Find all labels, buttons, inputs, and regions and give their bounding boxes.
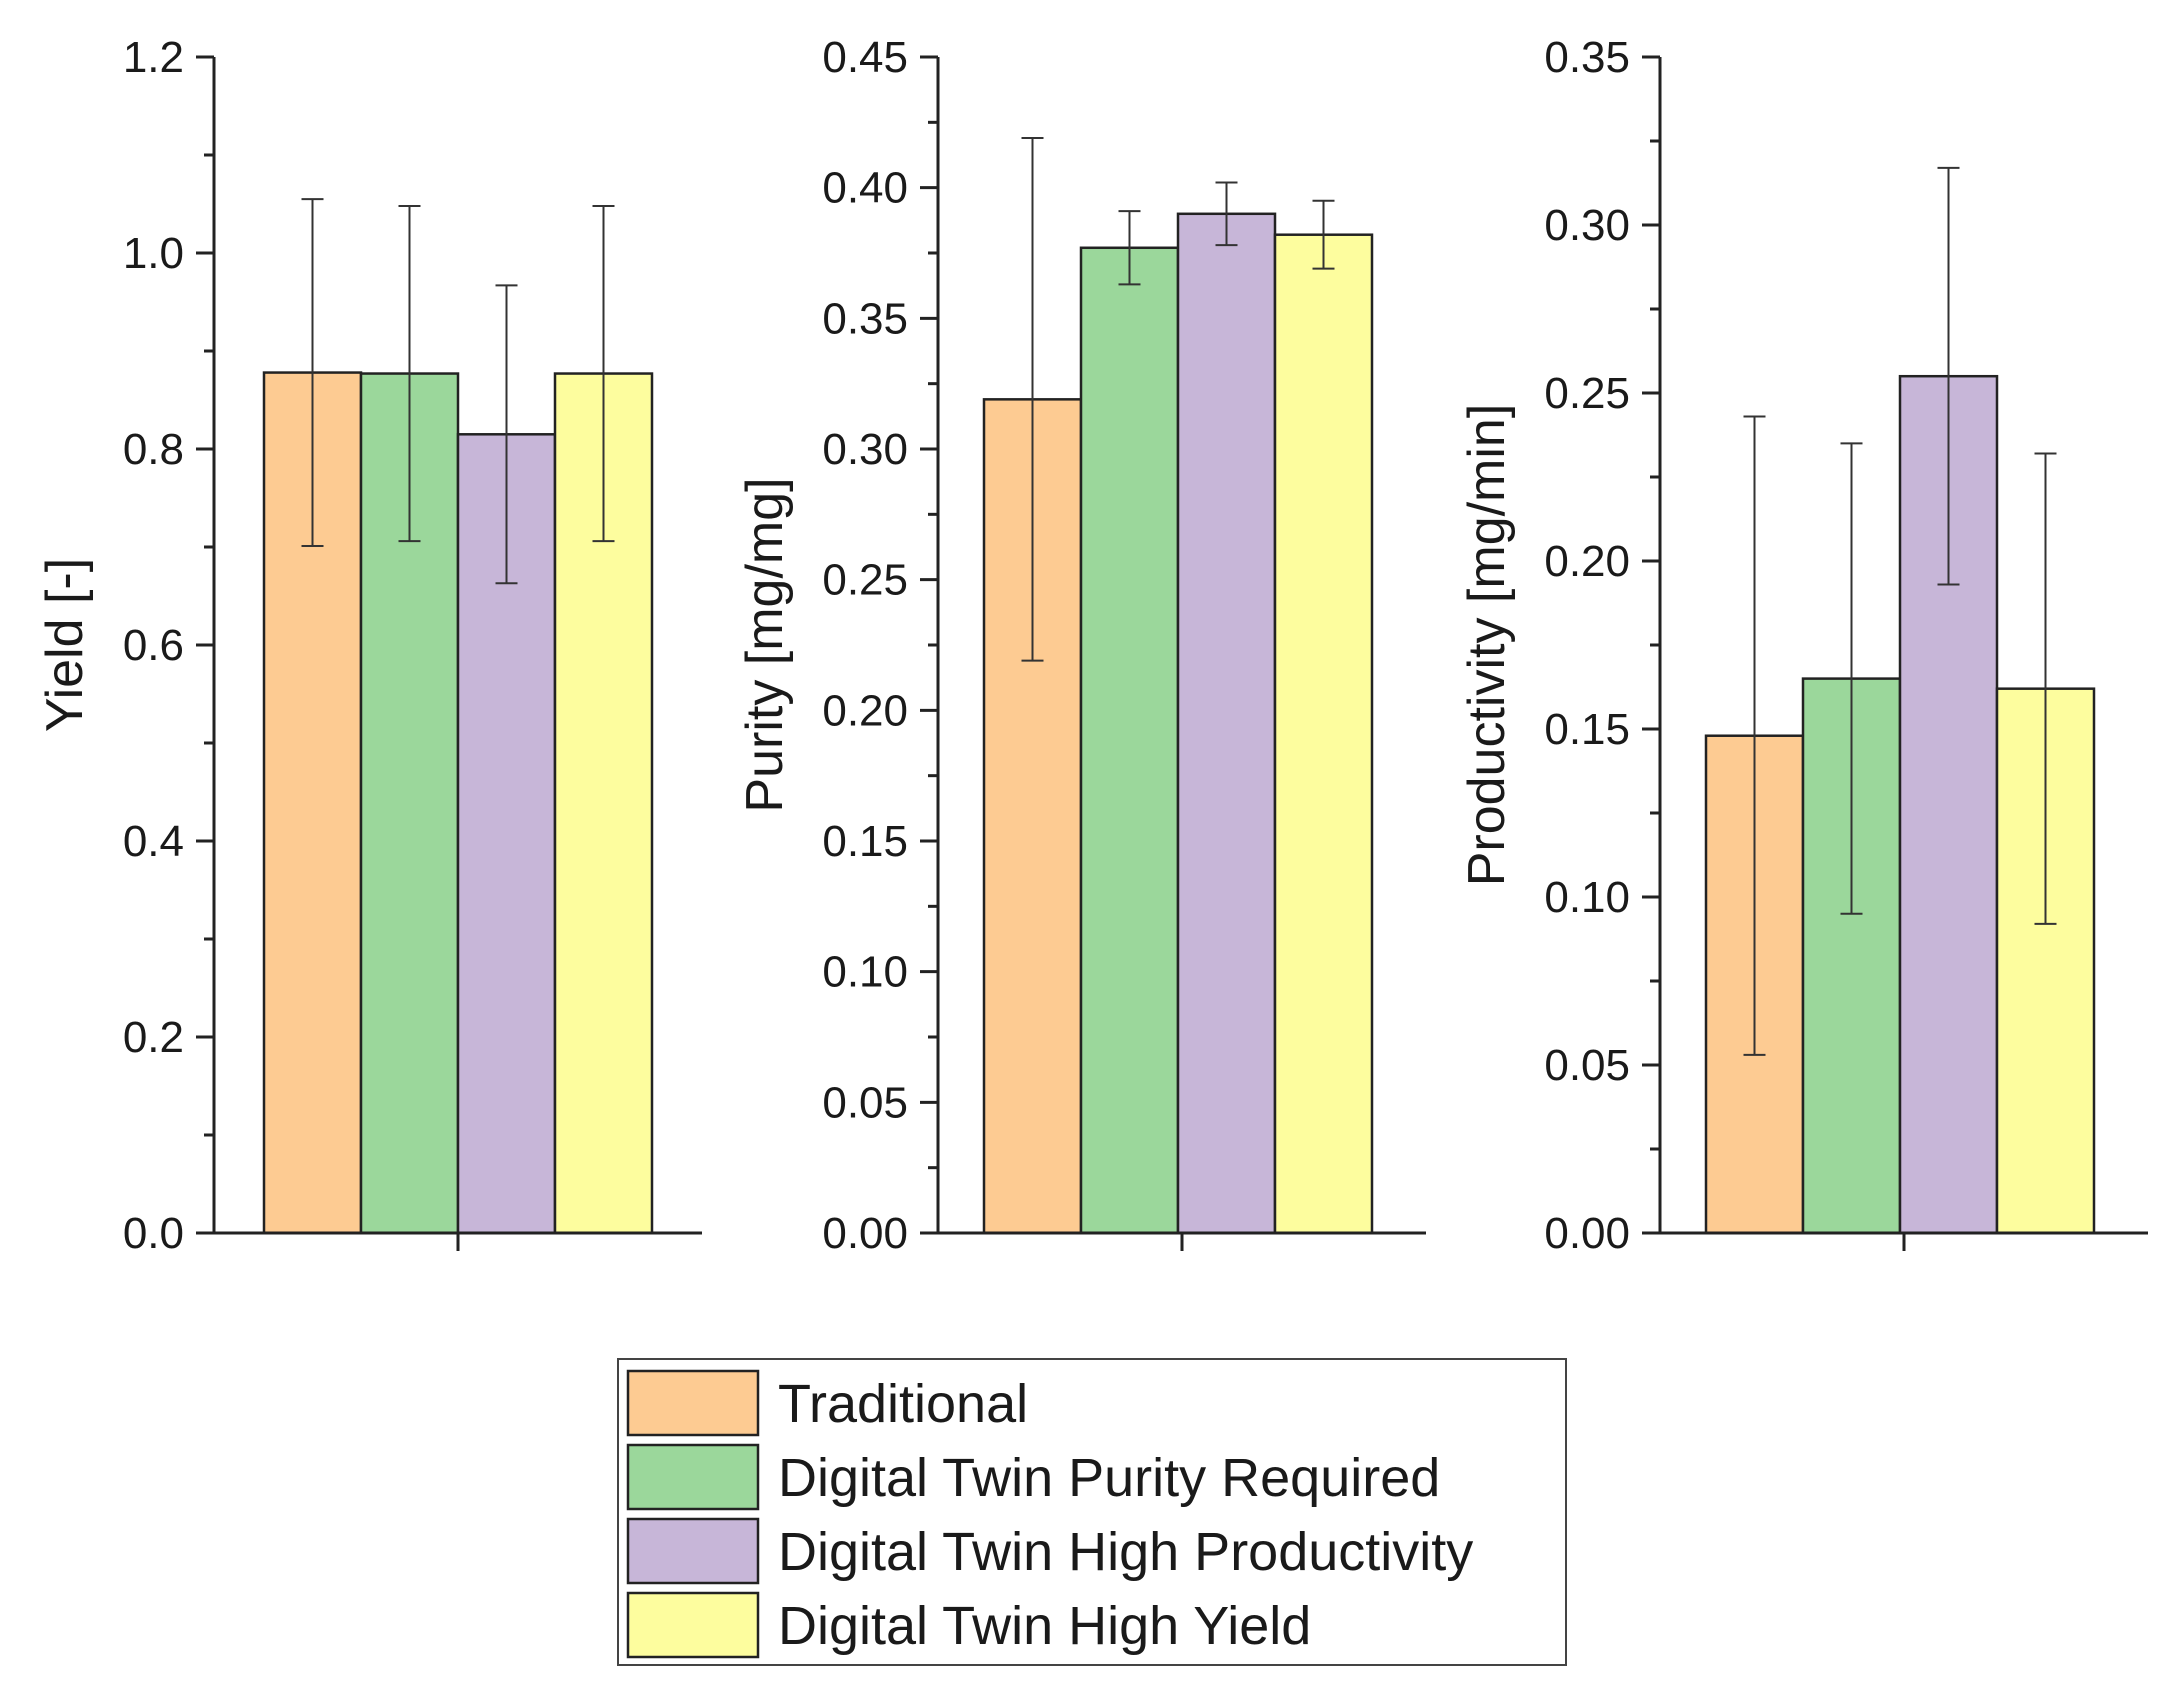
legend-item-purity-required: Digital Twin Purity Required [626,1443,1440,1511]
yield-bars [262,371,654,1235]
legend-item-traditional: Traditional [626,1369,1028,1437]
bar-purity-high-productivity [1176,212,1277,1235]
y-axis-title-purity: Purity [mg/mg] [736,477,794,812]
y-tick-label: 0.00 [822,1209,908,1258]
y-axis-title-yield: Yield [-] [36,558,94,732]
error-bar-purity-high-productivity [1215,181,1238,247]
purity-bars [982,212,1374,1235]
y-tick-label: 0.6 [123,621,184,670]
y-tick-label: 0.05 [1544,1041,1630,1090]
bar-purity-high-yield [1273,233,1374,1235]
error-bar-yield-high-productivity [495,284,518,585]
productivity-y-ticks [1642,55,1660,1235]
yield-error-bars [301,198,615,585]
y-tick-label: 0.0 [123,1209,184,1258]
y-tick-label: 0.30 [1544,201,1630,250]
productivity-bars [1704,374,2096,1235]
purity-y-ticks [920,55,938,1235]
legend-label-high-yield: Digital Twin High Yield [778,1596,1311,1656]
y-tick-label: 0.05 [822,1078,908,1127]
x-axis-productivity [1660,1231,2148,1251]
y-tick-label: 0.15 [822,817,908,866]
legend-item-high-yield: Digital Twin High Yield [626,1591,1311,1659]
chart-panel-productivity: 0.00 0.05 0.10 0.15 0.20 0.25 0.30 0.35 … [1458,33,2148,1258]
y-tick-label: 0.45 [822,33,908,82]
legend-swatch-purity-required [626,1443,760,1511]
yield-tick-labels: 0.0 0.2 0.4 0.6 0.8 1.0 1.2 [123,33,184,1258]
error-bar-productivity-high-productivity [1937,166,1960,586]
y-tick-label: 0.40 [822,164,908,213]
error-bar-yield-purity-required [398,204,421,543]
purity-error-bars [1021,137,1335,662]
y-tick-label: 0.25 [1544,369,1630,418]
y-tick-label: 0.8 [123,425,184,474]
y-tick-label: 0.4 [123,817,184,866]
bar-purity-purity-required [1079,246,1180,1235]
error-bar-purity-purity-required [1118,210,1141,286]
error-bar-productivity-purity-required [1840,442,1863,915]
chart-panel-yield: 0.0 0.2 0.4 0.6 0.8 1.0 1.2 Yield [-] [36,33,702,1258]
chart-panel-purity: 0.00 0.05 0.10 0.15 0.20 0.25 0.30 0.35 … [736,33,1426,1258]
x-axis-purity [938,1231,1426,1251]
error-bar-productivity-traditional [1743,415,1766,1056]
productivity-error-bars [1743,166,2057,1056]
y-tick-label: 0.20 [822,686,908,735]
y-tick-label: 0.10 [822,948,908,997]
purity-tick-labels: 0.00 0.05 0.10 0.15 0.20 0.25 0.30 0.35 … [822,33,908,1258]
yield-y-ticks [196,55,214,1235]
legend-label-traditional: Traditional [778,1374,1028,1434]
y-tick-label: 0.25 [822,556,908,605]
y-tick-label: 1.0 [123,229,184,278]
error-bar-yield-traditional [301,198,324,548]
y-tick-label: 0.2 [123,1013,184,1062]
legend: Traditional Digital Twin Purity Required… [617,1358,1567,1666]
legend-label-high-productivity: Digital Twin High Productivity [778,1522,1473,1582]
y-tick-label: 0.10 [1544,873,1630,922]
error-bar-yield-high-yield [592,204,615,543]
legend-swatch-high-productivity [626,1517,760,1585]
y-tick-label: 0.00 [1544,1209,1630,1258]
error-bar-purity-high-yield [1312,199,1335,270]
y-tick-label: 0.15 [1544,705,1630,754]
legend-item-high-productivity: Digital Twin High Productivity [626,1517,1473,1585]
error-bar-productivity-high-yield [2034,452,2057,925]
y-tick-label: 0.20 [1544,537,1630,586]
x-axis-yield [214,1231,702,1251]
y-tick-label: 0.30 [822,425,908,474]
error-bar-purity-traditional [1021,137,1044,662]
y-axis-title-productivity: Productivity [mg/min] [1458,404,1516,887]
legend-label-purity-required: Digital Twin Purity Required [778,1448,1440,1508]
legend-frame [617,1358,1567,1666]
y-tick-label: 0.35 [822,294,908,343]
productivity-tick-labels: 0.00 0.05 0.10 0.15 0.20 0.25 0.30 0.35 [1544,33,1630,1258]
y-tick-label: 0.35 [1544,33,1630,82]
legend-swatch-high-yield [626,1591,760,1659]
y-tick-label: 1.2 [123,33,184,82]
legend-swatch-traditional [626,1369,760,1437]
